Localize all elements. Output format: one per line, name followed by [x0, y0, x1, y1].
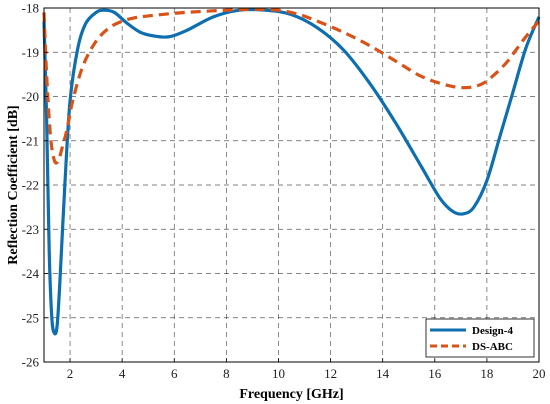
- y-axis-label: Reflection Coefficient [dB]: [6, 105, 21, 264]
- y-tick-label: -22: [22, 178, 39, 193]
- y-tick-label: -20: [22, 89, 39, 104]
- x-tick-label: 10: [272, 366, 285, 381]
- x-tick-label: 16: [428, 366, 442, 381]
- axis-ticks: 2 4 6 8 10 12 14 16 18 20 -18 -19 -20 -21 -22 -23 -24 -25…: [22, 1, 546, 382]
- x-axis-label: Frequency [GHz]: [239, 387, 343, 402]
- x-tick-label: 8: [223, 366, 230, 381]
- x-tick-label: 12: [324, 366, 337, 381]
- y-tick-label: -26: [22, 355, 40, 370]
- y-tick-label: -18: [22, 1, 39, 16]
- x-tick-label: 6: [171, 366, 178, 381]
- x-tick-label: 2: [67, 366, 74, 381]
- legend-label-ds-abc: DS-ABC: [472, 341, 513, 353]
- x-tick-label: 18: [480, 366, 493, 381]
- y-tick-label: -21: [22, 133, 39, 148]
- y-tick-label: -25: [22, 310, 39, 325]
- y-tick-label: -19: [22, 45, 39, 60]
- x-tick-label: 14: [376, 366, 390, 381]
- plot-area: [42, 7, 541, 336]
- y-tick-label: -24: [22, 266, 40, 281]
- legend-box: [425, 318, 535, 358]
- grid: [44, 8, 539, 362]
- legend: Design-4 DS-ABC: [425, 318, 535, 358]
- y-tick-label: -23: [22, 222, 39, 237]
- x-tick-label: 4: [119, 366, 126, 381]
- x-tick-label: 20: [533, 366, 546, 381]
- series-line-design-4: [42, 7, 541, 336]
- legend-label-design-4: Design-4: [472, 325, 513, 337]
- series-line-ds-abc: [42, 7, 541, 165]
